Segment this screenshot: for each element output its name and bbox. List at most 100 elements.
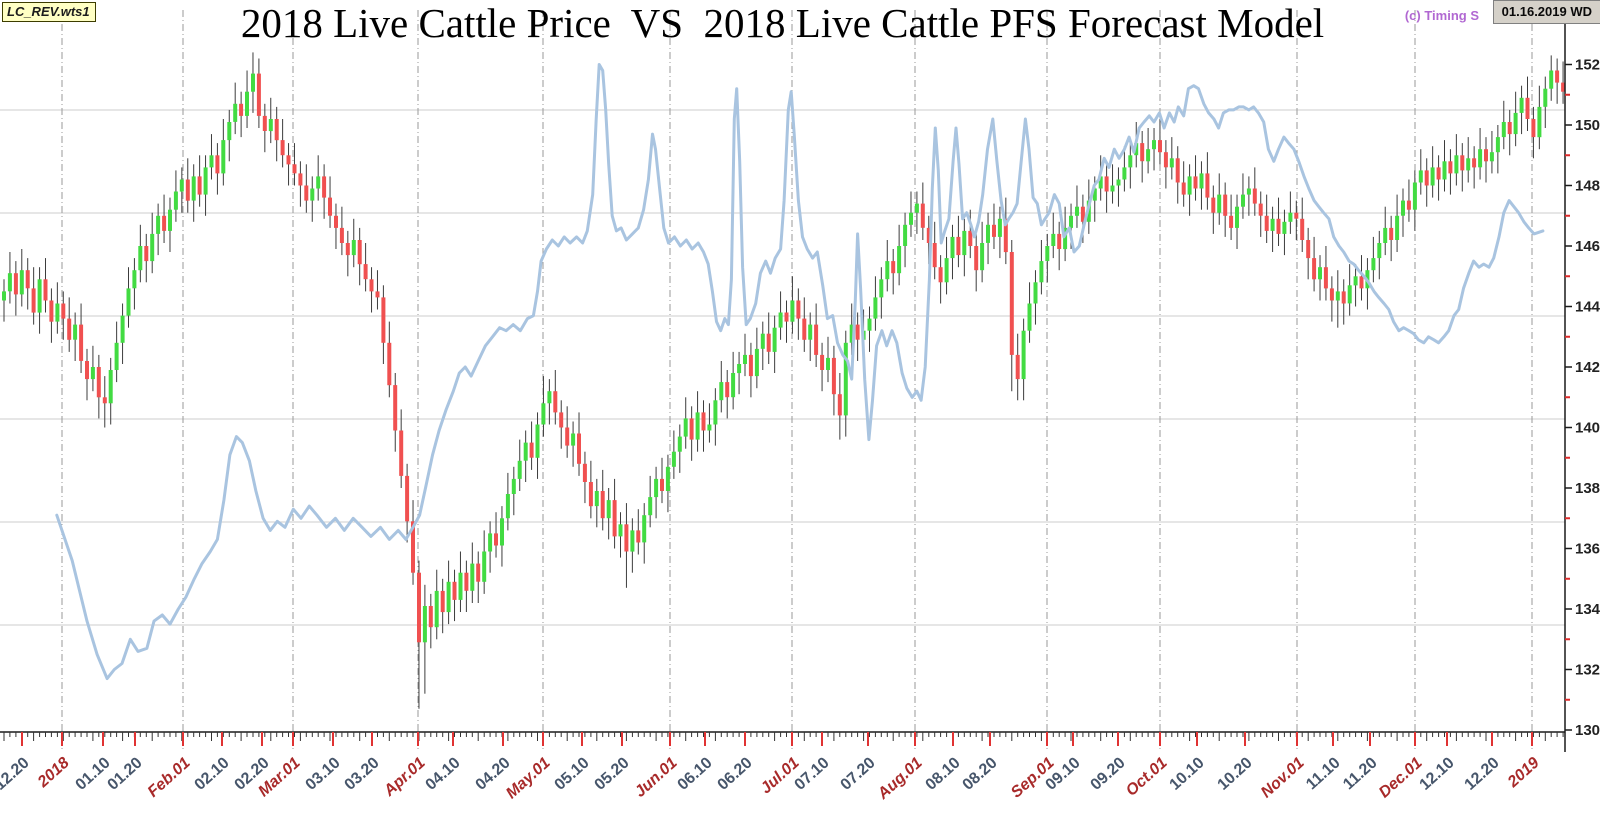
candle-down: [1436, 167, 1441, 180]
x-axis-label: Apr.01: [380, 754, 429, 800]
candle-down: [1300, 218, 1305, 240]
candle-down: [49, 300, 54, 322]
candle-down: [837, 394, 842, 416]
candle-up: [962, 230, 967, 256]
candle-up: [156, 215, 161, 234]
x-axis-label: 06.10: [675, 754, 716, 793]
candle-up: [1371, 258, 1376, 271]
candle-down: [831, 357, 836, 395]
candle-down: [1229, 215, 1234, 228]
candle-up: [1039, 261, 1044, 283]
candle-up: [120, 315, 125, 343]
candle-up: [523, 442, 528, 461]
candle-up: [203, 167, 208, 195]
x-axis-label: 12.20: [1462, 754, 1503, 793]
candle-down: [405, 475, 410, 522]
candle-up: [173, 191, 178, 210]
candle-down: [1323, 267, 1328, 289]
forecast-line-series: [55, 63, 1545, 681]
candle-up: [434, 590, 439, 628]
candlestick-series: [2, 52, 1565, 709]
y-axis-label: 130: [1575, 722, 1600, 739]
candle-up: [316, 176, 321, 189]
candle-up: [737, 364, 742, 374]
x-axis-label: Jul.01: [758, 754, 803, 797]
candle-up: [1495, 137, 1500, 153]
candle-up: [1412, 182, 1417, 210]
candle-down: [363, 264, 368, 280]
x-axis-label: 01.20: [105, 754, 146, 793]
candle-up: [1430, 167, 1435, 186]
x-axis-label: 11.20: [1340, 754, 1381, 793]
candle-down: [588, 482, 593, 507]
candle-down: [1140, 143, 1145, 162]
candle-down: [1080, 206, 1085, 222]
candle-down: [280, 140, 285, 156]
candle-up: [1543, 88, 1548, 107]
candle-down: [292, 164, 297, 174]
y-axis-label: 150: [1575, 117, 1600, 134]
x-axis-label: Oct.01: [1123, 754, 1171, 799]
candle-down: [375, 291, 380, 298]
candle-up: [648, 497, 653, 516]
candle-up: [1246, 188, 1251, 195]
candle-down: [476, 563, 481, 582]
candle-up: [245, 91, 249, 116]
candle-up: [2, 291, 6, 301]
candle-down: [701, 412, 706, 431]
candle-up: [1442, 161, 1447, 180]
candle-up: [707, 424, 712, 431]
candle-down: [1175, 158, 1180, 183]
candle-up: [547, 391, 552, 404]
candle-up: [879, 279, 884, 298]
candle-up: [1235, 206, 1239, 228]
candle-up: [808, 324, 813, 340]
candle-up: [1318, 267, 1322, 280]
candle-up: [885, 261, 890, 280]
candle-down: [286, 155, 291, 165]
x-axis-label: 01.10: [73, 754, 114, 793]
candle-down: [612, 500, 617, 537]
candle-up: [997, 218, 1002, 237]
candle-down: [820, 354, 825, 370]
candle-up: [1098, 176, 1103, 189]
x-axis-label: 07.20: [838, 754, 879, 793]
candle-down: [1223, 194, 1228, 216]
x-axis-label: 06.20: [715, 754, 756, 793]
candle-down: [1211, 197, 1216, 213]
x-axis-label: 08.10: [923, 754, 964, 793]
candle-up: [227, 122, 232, 141]
candle-up: [719, 382, 724, 401]
candle-down: [440, 590, 445, 613]
candle-down: [387, 342, 392, 386]
candle-down: [399, 430, 404, 476]
candle-down: [262, 115, 267, 131]
candle-up: [677, 436, 682, 452]
candle-down: [1158, 140, 1162, 153]
candle-down: [814, 324, 819, 355]
candle-down: [1009, 252, 1014, 355]
candle-down: [1507, 122, 1512, 135]
x-axis-label: Nov.01: [1258, 754, 1308, 801]
candle-down: [215, 155, 220, 174]
candle-up: [914, 203, 919, 213]
candle-up: [500, 518, 504, 546]
candle-up: [19, 270, 24, 295]
candle-down: [494, 533, 498, 546]
candle-up: [179, 179, 184, 192]
candle-down: [428, 606, 433, 628]
candle-up: [826, 357, 830, 370]
candle-down: [660, 478, 664, 491]
workspace-badge[interactable]: LC_REV.wts1: [2, 2, 96, 22]
candle-down: [748, 354, 753, 377]
y-axis-labels: 130 132 134 136 138 140 142 144 146 148 150 152: [1575, 57, 1600, 740]
candle-up: [1501, 122, 1506, 138]
candle-down: [1341, 291, 1346, 304]
candle-down: [1329, 288, 1334, 301]
candle-up: [488, 533, 493, 552]
candle-down: [1015, 354, 1020, 380]
candle-down: [274, 119, 279, 141]
candle-up: [1069, 215, 1073, 228]
candle-down: [956, 236, 961, 256]
